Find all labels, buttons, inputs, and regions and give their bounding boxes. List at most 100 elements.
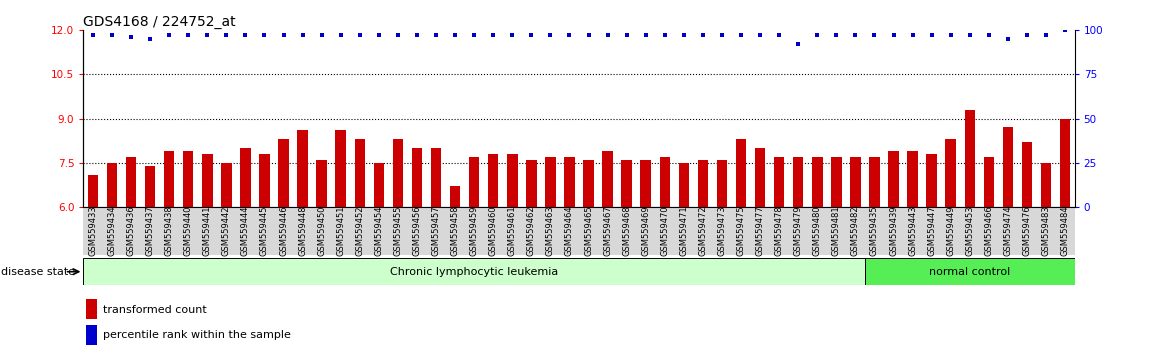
Bar	[965, 110, 975, 207]
Point	[560, 33, 579, 38]
Bar	[507, 154, 518, 207]
Point	[770, 33, 789, 38]
Point	[579, 33, 598, 38]
Point	[103, 33, 122, 38]
Bar	[908, 151, 918, 207]
Bar	[1060, 119, 1070, 207]
Point	[712, 33, 731, 38]
Text: disease state: disease state	[1, 267, 75, 277]
Bar	[107, 163, 117, 207]
Bar	[983, 157, 994, 207]
Point	[865, 33, 884, 38]
Point	[655, 33, 674, 38]
Point	[293, 33, 312, 38]
Point	[160, 33, 178, 38]
Point	[446, 33, 464, 38]
Text: percentile rank within the sample: percentile rank within the sample	[103, 330, 291, 340]
Bar	[183, 151, 193, 207]
Bar	[793, 157, 804, 207]
Point	[217, 33, 235, 38]
Point	[541, 33, 559, 38]
Point	[998, 36, 1017, 42]
Point	[846, 33, 865, 38]
Bar	[850, 157, 860, 207]
Point	[789, 41, 807, 47]
Point	[960, 33, 979, 38]
Point	[331, 33, 350, 38]
Bar	[298, 130, 308, 207]
Point	[198, 33, 217, 38]
Point	[599, 33, 617, 38]
Text: Chronic lymphocytic leukemia: Chronic lymphocytic leukemia	[390, 267, 558, 277]
Bar	[526, 160, 536, 207]
Point	[885, 33, 903, 38]
Bar	[564, 157, 574, 207]
Bar	[584, 160, 594, 207]
Bar	[1021, 142, 1032, 207]
Point	[1036, 33, 1055, 38]
Point	[369, 33, 388, 38]
Bar	[164, 151, 175, 207]
Point	[389, 33, 408, 38]
Bar	[1003, 127, 1013, 207]
Bar	[640, 160, 651, 207]
Bar	[86, 325, 97, 345]
Bar	[354, 139, 365, 207]
Point	[522, 33, 541, 38]
Point	[236, 33, 255, 38]
Point	[83, 33, 102, 38]
Point	[637, 33, 655, 38]
Point	[750, 33, 769, 38]
Bar	[945, 139, 957, 207]
Point	[980, 33, 998, 38]
Point	[732, 33, 750, 38]
Bar	[393, 139, 403, 207]
Bar	[622, 160, 632, 207]
Bar	[602, 151, 613, 207]
Point	[122, 34, 140, 40]
Point	[675, 33, 694, 38]
Point	[941, 33, 960, 38]
Point	[313, 33, 331, 38]
Bar	[88, 175, 98, 207]
Point	[427, 33, 446, 38]
Point	[1018, 33, 1036, 38]
Bar	[926, 154, 937, 207]
Point	[617, 33, 636, 38]
Point	[141, 36, 160, 42]
Point	[503, 33, 521, 38]
Text: GDS4168 / 224752_at: GDS4168 / 224752_at	[83, 15, 236, 29]
Text: normal control: normal control	[929, 267, 1011, 277]
Point	[827, 33, 845, 38]
Bar	[449, 187, 461, 207]
Bar	[717, 160, 727, 207]
Point	[464, 33, 483, 38]
Bar	[336, 130, 346, 207]
Point	[484, 33, 503, 38]
Bar	[545, 157, 556, 207]
Bar	[488, 154, 498, 207]
Point	[903, 33, 922, 38]
Bar	[86, 299, 97, 319]
Bar	[412, 148, 423, 207]
Point	[1056, 27, 1075, 33]
Bar	[259, 154, 270, 207]
Bar	[831, 157, 842, 207]
Bar	[812, 157, 822, 207]
Bar	[469, 157, 479, 207]
Bar	[316, 160, 327, 207]
Point	[255, 33, 273, 38]
Bar	[774, 157, 784, 207]
Point	[274, 33, 293, 38]
Text: transformed count: transformed count	[103, 305, 206, 315]
Bar	[221, 163, 232, 207]
Point	[808, 33, 827, 38]
Bar	[865, 258, 1075, 285]
Bar	[126, 157, 137, 207]
Bar	[735, 139, 746, 207]
Point	[179, 33, 198, 38]
Bar	[201, 154, 213, 207]
Point	[351, 33, 369, 38]
Point	[923, 33, 941, 38]
Point	[694, 33, 712, 38]
